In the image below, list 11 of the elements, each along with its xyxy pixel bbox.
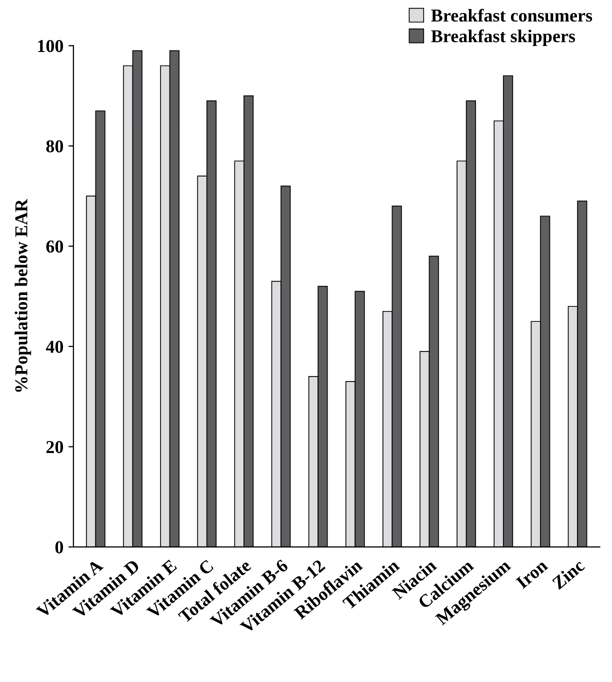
x-tick-label: Iron xyxy=(515,558,548,590)
legend-label: Breakfast skippers xyxy=(431,29,576,46)
y-axis-title: %Population below EAR xyxy=(14,198,32,392)
y-tick-label: 60 xyxy=(46,240,64,253)
y-tick-label: 40 xyxy=(46,340,64,353)
y-tick-label: 100 xyxy=(38,40,64,52)
legend-label: Breakfast consumers xyxy=(431,8,592,22)
y-tick-label: 80 xyxy=(46,140,64,152)
x-tick-label: Zinc xyxy=(551,558,586,590)
y-tick-label: 20 xyxy=(46,440,64,454)
y-tick-label: 0 xyxy=(55,541,64,554)
